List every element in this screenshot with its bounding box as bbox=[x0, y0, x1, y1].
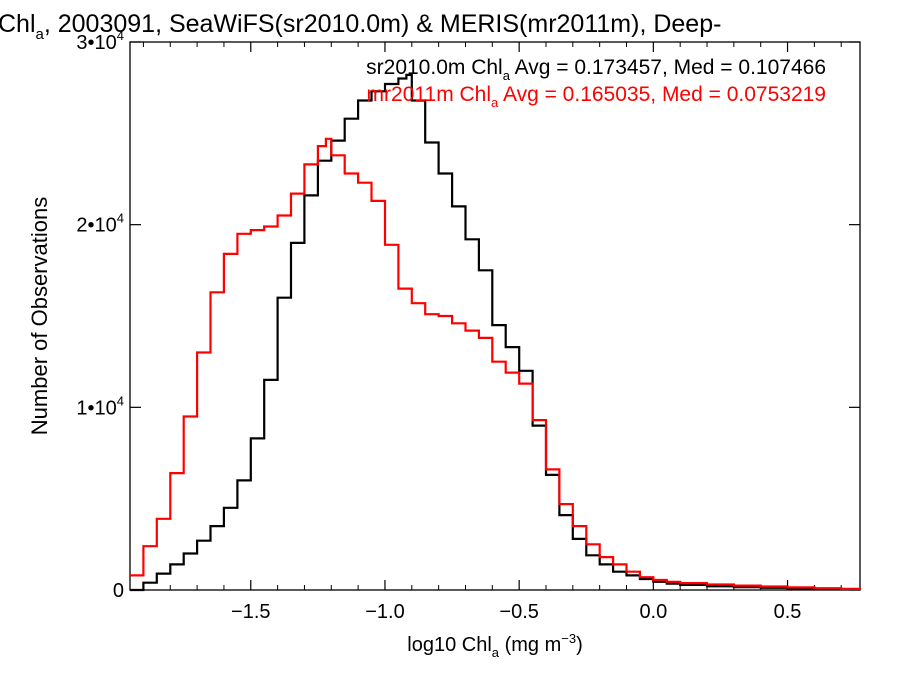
plot-frame bbox=[129, 41, 861, 591]
x-tick-label: −0.5 bbox=[499, 601, 538, 623]
series-line-sr2010-0m bbox=[130, 73, 862, 592]
y-axis-label: Number of Observations bbox=[27, 197, 52, 435]
y-tick-label: 1•104 bbox=[76, 393, 124, 419]
legend-entry-sr2010: sr2010.0m Chla Avg = 0.173457, Med = 0.1… bbox=[366, 56, 826, 83]
x-tick-label: 0.0 bbox=[639, 601, 667, 623]
y-tick-label: 3•104 bbox=[76, 28, 124, 54]
legend-entry-mr2011: mr2011m Chla Avg = 0.165035, Med = 0.075… bbox=[367, 83, 826, 110]
axis-ticks: −1.5 −1.0 −0.5 0.0 0.5 0 1•104 2•104 3•104 bbox=[76, 28, 860, 623]
x-tick-label: 0.5 bbox=[774, 601, 802, 623]
y-tick-label: 0 bbox=[113, 580, 124, 602]
x-axis-label: log10 Chla (mg m−3) bbox=[407, 631, 582, 660]
chart-title: Chla, 2003091, SeaWiFS(sr2010.0m) & MERI… bbox=[0, 10, 721, 43]
x-tick-label: −1.5 bbox=[231, 601, 270, 623]
y-tick-label: 2•104 bbox=[76, 211, 124, 237]
series-line-mr2011m bbox=[130, 137, 862, 590]
data-series bbox=[130, 73, 862, 592]
x-tick-label: −1.0 bbox=[365, 601, 404, 623]
